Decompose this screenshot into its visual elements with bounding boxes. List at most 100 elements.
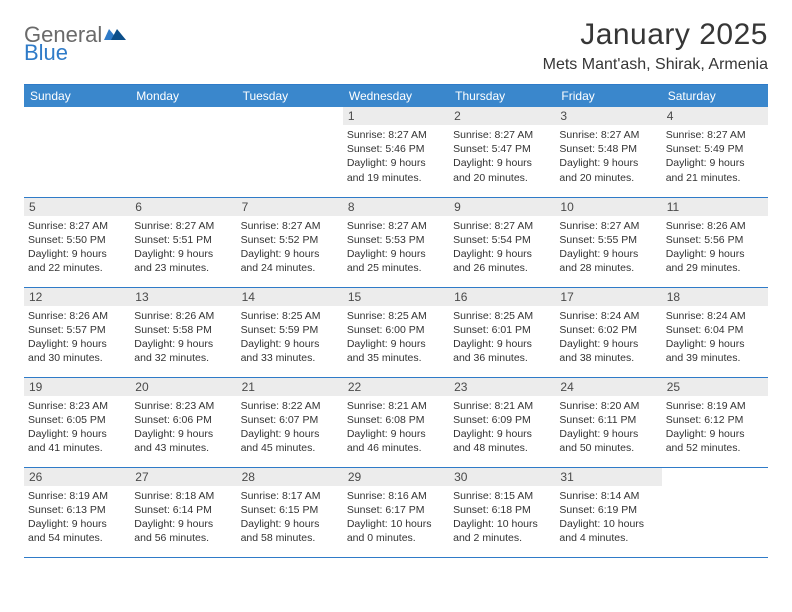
calendar-day-cell [130, 107, 236, 197]
day-number: 22 [343, 378, 449, 396]
day-number: 31 [555, 468, 661, 486]
day-details: Sunrise: 8:16 AMSunset: 6:17 PMDaylight:… [343, 486, 449, 552]
calendar-day-cell: 20Sunrise: 8:23 AMSunset: 6:06 PMDayligh… [130, 377, 236, 467]
day-details: Sunrise: 8:27 AMSunset: 5:55 PMDaylight:… [555, 216, 661, 282]
day-details: Sunrise: 8:27 AMSunset: 5:51 PMDaylight:… [130, 216, 236, 282]
weekday-header: Saturday [662, 85, 768, 107]
calendar-week-row: 5Sunrise: 8:27 AMSunset: 5:50 PMDaylight… [24, 197, 768, 287]
day-details: Sunrise: 8:19 AMSunset: 6:13 PMDaylight:… [24, 486, 130, 552]
calendar-table: Sunday Monday Tuesday Wednesday Thursday… [24, 85, 768, 558]
weekday-header: Friday [555, 85, 661, 107]
day-details: Sunrise: 8:25 AMSunset: 5:59 PMDaylight:… [237, 306, 343, 372]
day-details: Sunrise: 8:17 AMSunset: 6:15 PMDaylight:… [237, 486, 343, 552]
day-number: 26 [24, 468, 130, 486]
day-number: 12 [24, 288, 130, 306]
calendar-day-cell: 25Sunrise: 8:19 AMSunset: 6:12 PMDayligh… [662, 377, 768, 467]
calendar-day-cell: 16Sunrise: 8:25 AMSunset: 6:01 PMDayligh… [449, 287, 555, 377]
calendar-day-cell: 30Sunrise: 8:15 AMSunset: 6:18 PMDayligh… [449, 467, 555, 557]
day-details: Sunrise: 8:19 AMSunset: 6:12 PMDaylight:… [662, 396, 768, 462]
day-number: 3 [555, 107, 661, 125]
calendar-day-cell: 8Sunrise: 8:27 AMSunset: 5:53 PMDaylight… [343, 197, 449, 287]
day-details: Sunrise: 8:27 AMSunset: 5:54 PMDaylight:… [449, 216, 555, 282]
calendar-day-cell: 18Sunrise: 8:24 AMSunset: 6:04 PMDayligh… [662, 287, 768, 377]
day-details: Sunrise: 8:24 AMSunset: 6:04 PMDaylight:… [662, 306, 768, 372]
calendar-day-cell: 26Sunrise: 8:19 AMSunset: 6:13 PMDayligh… [24, 467, 130, 557]
day-details: Sunrise: 8:26 AMSunset: 5:58 PMDaylight:… [130, 306, 236, 372]
day-number: 18 [662, 288, 768, 306]
day-number: 1 [343, 107, 449, 125]
day-details: Sunrise: 8:23 AMSunset: 6:05 PMDaylight:… [24, 396, 130, 462]
calendar-day-cell: 4Sunrise: 8:27 AMSunset: 5:49 PMDaylight… [662, 107, 768, 197]
month-title: January 2025 [543, 18, 768, 52]
day-number: 23 [449, 378, 555, 396]
day-number: 29 [343, 468, 449, 486]
day-details: Sunrise: 8:26 AMSunset: 5:57 PMDaylight:… [24, 306, 130, 372]
day-details: Sunrise: 8:24 AMSunset: 6:02 PMDaylight:… [555, 306, 661, 372]
weekday-header: Wednesday [343, 85, 449, 107]
calendar-day-cell: 10Sunrise: 8:27 AMSunset: 5:55 PMDayligh… [555, 197, 661, 287]
day-details: Sunrise: 8:27 AMSunset: 5:50 PMDaylight:… [24, 216, 130, 282]
day-details: Sunrise: 8:27 AMSunset: 5:49 PMDaylight:… [662, 125, 768, 191]
day-number: 30 [449, 468, 555, 486]
calendar-day-cell: 9Sunrise: 8:27 AMSunset: 5:54 PMDaylight… [449, 197, 555, 287]
calendar-day-cell: 2Sunrise: 8:27 AMSunset: 5:47 PMDaylight… [449, 107, 555, 197]
calendar-day-cell: 17Sunrise: 8:24 AMSunset: 6:02 PMDayligh… [555, 287, 661, 377]
calendar-day-cell: 14Sunrise: 8:25 AMSunset: 5:59 PMDayligh… [237, 287, 343, 377]
calendar-day-cell: 15Sunrise: 8:25 AMSunset: 6:00 PMDayligh… [343, 287, 449, 377]
calendar-week-row: 26Sunrise: 8:19 AMSunset: 6:13 PMDayligh… [24, 467, 768, 557]
day-details: Sunrise: 8:23 AMSunset: 6:06 PMDaylight:… [130, 396, 236, 462]
calendar-week-row: 12Sunrise: 8:26 AMSunset: 5:57 PMDayligh… [24, 287, 768, 377]
weekday-header: Tuesday [237, 85, 343, 107]
day-number: 10 [555, 198, 661, 216]
day-number: 24 [555, 378, 661, 396]
calendar-day-cell: 3Sunrise: 8:27 AMSunset: 5:48 PMDaylight… [555, 107, 661, 197]
calendar-day-cell: 29Sunrise: 8:16 AMSunset: 6:17 PMDayligh… [343, 467, 449, 557]
calendar-day-cell [237, 107, 343, 197]
day-number: 4 [662, 107, 768, 125]
day-number: 7 [237, 198, 343, 216]
calendar-day-cell: 27Sunrise: 8:18 AMSunset: 6:14 PMDayligh… [130, 467, 236, 557]
weekday-header: Sunday [24, 85, 130, 107]
calendar-day-cell: 7Sunrise: 8:27 AMSunset: 5:52 PMDaylight… [237, 197, 343, 287]
day-number: 21 [237, 378, 343, 396]
day-details: Sunrise: 8:21 AMSunset: 6:09 PMDaylight:… [449, 396, 555, 462]
day-number: 14 [237, 288, 343, 306]
day-details: Sunrise: 8:27 AMSunset: 5:47 PMDaylight:… [449, 125, 555, 191]
header: GeneralBlue January 2025 Mets Mant'ash, … [24, 18, 768, 74]
calendar-day-cell: 13Sunrise: 8:26 AMSunset: 5:58 PMDayligh… [130, 287, 236, 377]
brand-part2: Blue [24, 42, 126, 64]
day-details: Sunrise: 8:25 AMSunset: 6:01 PMDaylight:… [449, 306, 555, 372]
calendar-day-cell: 5Sunrise: 8:27 AMSunset: 5:50 PMDaylight… [24, 197, 130, 287]
calendar-day-cell: 21Sunrise: 8:22 AMSunset: 6:07 PMDayligh… [237, 377, 343, 467]
day-number: 11 [662, 198, 768, 216]
calendar-day-cell: 11Sunrise: 8:26 AMSunset: 5:56 PMDayligh… [662, 197, 768, 287]
calendar-day-cell: 23Sunrise: 8:21 AMSunset: 6:09 PMDayligh… [449, 377, 555, 467]
day-details: Sunrise: 8:14 AMSunset: 6:19 PMDaylight:… [555, 486, 661, 552]
day-number: 28 [237, 468, 343, 486]
day-number: 13 [130, 288, 236, 306]
calendar-day-cell: 31Sunrise: 8:14 AMSunset: 6:19 PMDayligh… [555, 467, 661, 557]
day-number: 15 [343, 288, 449, 306]
day-number: 25 [662, 378, 768, 396]
day-number: 9 [449, 198, 555, 216]
day-details: Sunrise: 8:21 AMSunset: 6:08 PMDaylight:… [343, 396, 449, 462]
day-details: Sunrise: 8:18 AMSunset: 6:14 PMDaylight:… [130, 486, 236, 552]
calendar-week-row: 19Sunrise: 8:23 AMSunset: 6:05 PMDayligh… [24, 377, 768, 467]
day-details: Sunrise: 8:27 AMSunset: 5:46 PMDaylight:… [343, 125, 449, 191]
day-number: 2 [449, 107, 555, 125]
day-details: Sunrise: 8:20 AMSunset: 6:11 PMDaylight:… [555, 396, 661, 462]
day-number: 16 [449, 288, 555, 306]
day-details: Sunrise: 8:26 AMSunset: 5:56 PMDaylight:… [662, 216, 768, 282]
weekday-header: Thursday [449, 85, 555, 107]
calendar-day-cell: 19Sunrise: 8:23 AMSunset: 6:05 PMDayligh… [24, 377, 130, 467]
day-details: Sunrise: 8:27 AMSunset: 5:52 PMDaylight:… [237, 216, 343, 282]
day-number: 17 [555, 288, 661, 306]
calendar-day-cell [24, 107, 130, 197]
calendar-day-cell [662, 467, 768, 557]
day-details: Sunrise: 8:27 AMSunset: 5:48 PMDaylight:… [555, 125, 661, 191]
day-number: 6 [130, 198, 236, 216]
day-details: Sunrise: 8:27 AMSunset: 5:53 PMDaylight:… [343, 216, 449, 282]
brand-logo: GeneralBlue [24, 24, 126, 64]
calendar-day-cell: 6Sunrise: 8:27 AMSunset: 5:51 PMDaylight… [130, 197, 236, 287]
title-block: January 2025 Mets Mant'ash, Shirak, Arme… [543, 18, 768, 74]
